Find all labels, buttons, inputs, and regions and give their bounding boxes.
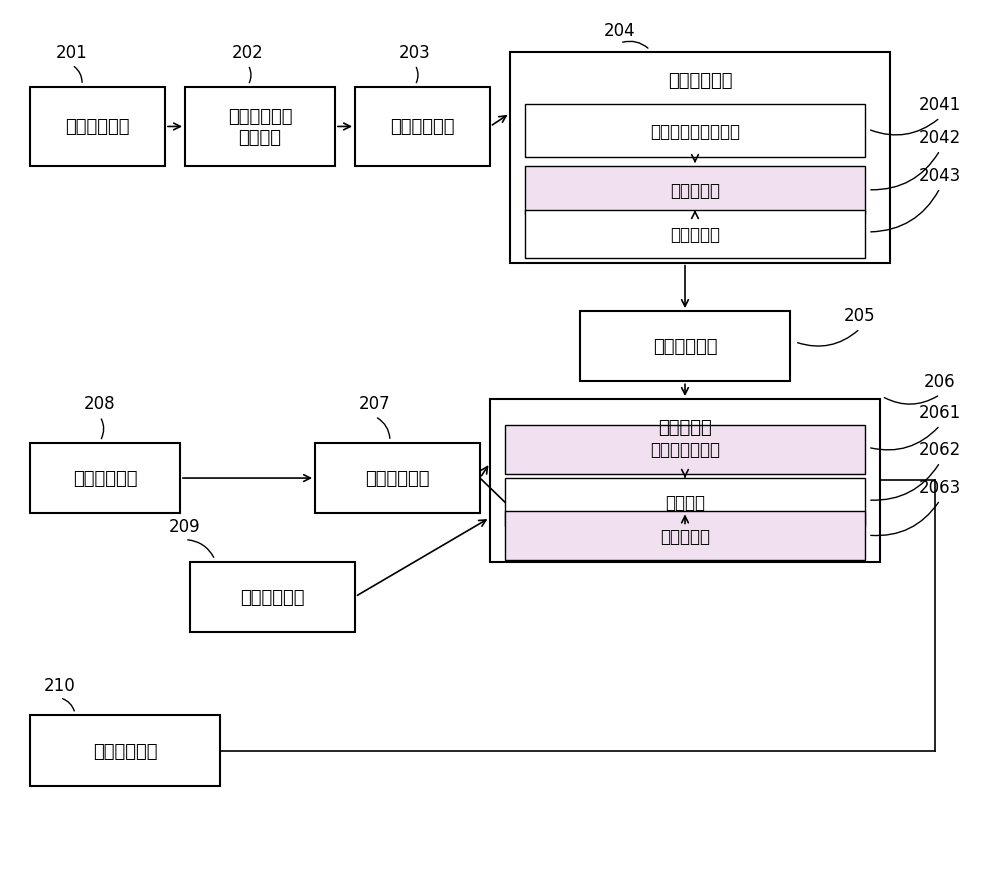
- FancyArrowPatch shape: [74, 68, 82, 83]
- Text: 207: 207: [359, 395, 391, 413]
- Text: 201: 201: [56, 44, 88, 61]
- FancyArrowPatch shape: [871, 120, 938, 136]
- FancyArrowPatch shape: [798, 331, 858, 347]
- Text: 匹配子单元: 匹配子单元: [670, 182, 720, 200]
- Text: 格式转换子单元: 格式转换子单元: [650, 441, 720, 459]
- Bar: [490, 399, 880, 562]
- Bar: [580, 312, 790, 382]
- Text: 2062: 2062: [919, 441, 961, 458]
- Bar: [315, 443, 480, 514]
- FancyArrowPatch shape: [871, 191, 939, 233]
- FancyArrowPatch shape: [623, 42, 648, 49]
- Text: 209: 209: [169, 518, 201, 536]
- FancyArrowPatch shape: [101, 420, 104, 439]
- Text: 2041: 2041: [919, 97, 961, 114]
- Text: 结果回收单元: 结果回收单元: [365, 470, 430, 487]
- Text: 格式转换单元: 格式转换单元: [73, 470, 137, 487]
- Text: 202: 202: [232, 44, 264, 61]
- FancyArrowPatch shape: [377, 419, 390, 439]
- FancyArrowPatch shape: [63, 699, 74, 711]
- Text: 计算节点筛选子单元: 计算节点筛选子单元: [650, 123, 740, 140]
- FancyArrowPatch shape: [188, 540, 214, 558]
- Text: 任务分解单元: 任务分解单元: [390, 119, 455, 136]
- Text: 计算能力信息
获取单元: 计算能力信息 获取单元: [228, 108, 292, 147]
- FancyArrowPatch shape: [871, 154, 939, 191]
- Text: 任务分发单元: 任务分发单元: [653, 338, 717, 356]
- Text: 2043: 2043: [919, 167, 961, 184]
- Text: 异常处理单元: 异常处理单元: [93, 742, 157, 759]
- Text: 运算服务器: 运算服务器: [658, 419, 712, 436]
- Bar: [525, 167, 865, 215]
- Text: 2063: 2063: [919, 479, 961, 496]
- Bar: [525, 211, 865, 259]
- Bar: [505, 426, 865, 474]
- Text: 204: 204: [604, 22, 636, 40]
- FancyArrowPatch shape: [884, 397, 938, 405]
- Bar: [30, 88, 165, 167]
- Text: 2042: 2042: [919, 129, 961, 147]
- Bar: [30, 716, 220, 786]
- Bar: [505, 479, 865, 527]
- Text: 206: 206: [924, 373, 956, 391]
- Text: 释放子单元: 释放子单元: [670, 226, 720, 244]
- Text: 205: 205: [844, 307, 876, 325]
- FancyArrowPatch shape: [249, 68, 251, 83]
- Text: 任务获取单元: 任务获取单元: [65, 119, 130, 136]
- Bar: [505, 512, 865, 560]
- Bar: [355, 88, 490, 167]
- Text: 计算节点: 计算节点: [665, 493, 705, 512]
- FancyArrowPatch shape: [871, 503, 938, 536]
- FancyArrowPatch shape: [871, 465, 939, 500]
- Bar: [30, 443, 180, 514]
- Bar: [190, 562, 355, 632]
- FancyArrowPatch shape: [871, 428, 938, 450]
- Bar: [510, 53, 890, 263]
- Text: 任务匹配单元: 任务匹配单元: [668, 72, 732, 90]
- Text: 210: 210: [44, 676, 76, 694]
- Bar: [185, 88, 335, 167]
- Text: 2061: 2061: [919, 404, 961, 421]
- FancyArrowPatch shape: [416, 68, 418, 83]
- Bar: [525, 105, 865, 158]
- Text: 208: 208: [84, 395, 116, 413]
- Text: 反馈子单元: 反馈子单元: [660, 527, 710, 545]
- Text: 203: 203: [399, 44, 431, 61]
- Text: 二次分配单元: 二次分配单元: [240, 588, 305, 606]
